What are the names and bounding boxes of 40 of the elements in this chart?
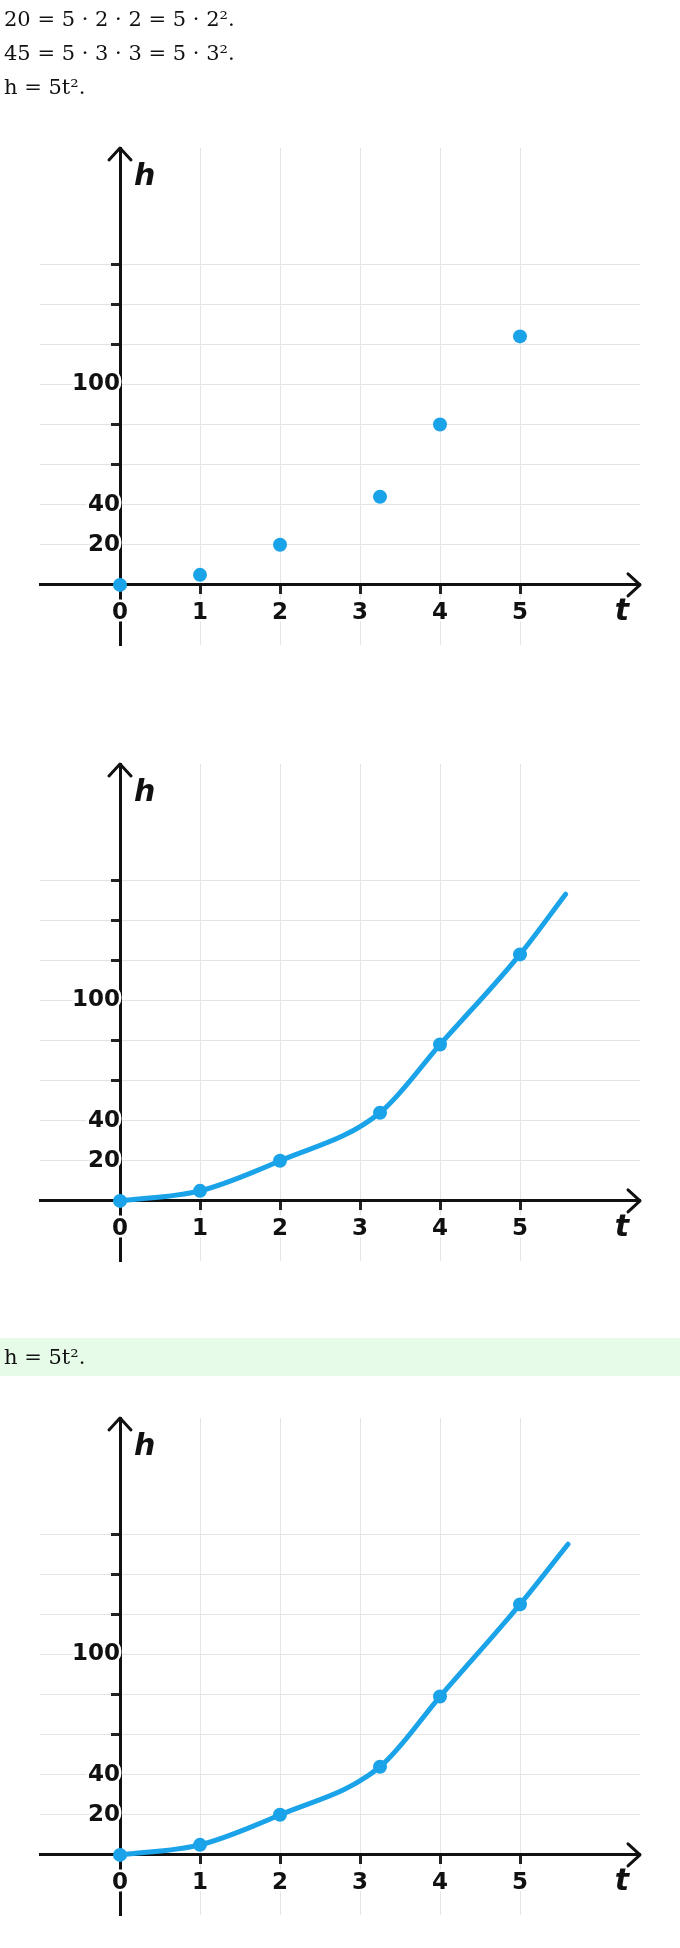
y-tick-label: 40 [87,1759,120,1786]
x-tick-label: 2 [271,597,289,624]
x-tick-label: 5 [511,1213,529,1240]
x-axis-title: t [614,1861,631,1897]
x-axis-title: t [614,1207,631,1243]
text: h = 5t². [4,74,87,101]
point [193,567,207,582]
x-tick-label: 2 [271,1867,289,1894]
text: h = 5t². [4,1344,87,1371]
point [433,417,447,432]
point [113,577,127,592]
x-tick-label: 5 [511,1867,529,1894]
y-tick-label: 20 [87,529,120,556]
x-tick-label: 3 [351,597,369,624]
y-tick-label: 20 [87,1145,120,1172]
point [513,329,527,344]
y-tick-label: 100 [71,369,120,396]
x-axis-title: t [614,591,631,627]
x-tick-label: 4 [431,1867,449,1894]
y-tick-label: 100 [71,1639,120,1666]
y-tick-label: 100 [71,985,120,1012]
x-tick-label: 1 [191,597,209,624]
y-tick-label: 40 [87,489,120,516]
point [273,537,287,552]
y-tick-label: 40 [87,1105,120,1132]
x-tick-label: 2 [271,1213,289,1240]
point [373,489,387,504]
x-tick-label: 3 [351,1867,369,1894]
y-tick-label: 20 [87,1799,120,1826]
x-tick-label: 1 [191,1867,209,1894]
y-axis-title: h [134,772,156,808]
y-axis-title: h [134,1426,156,1462]
x-tick-label: 4 [431,597,449,624]
x-tick-label: 5 [511,597,529,624]
text: 20 = 5 · 2 · 2 = 5 · 2². [4,6,236,33]
x-tick-label: 4 [431,1213,449,1240]
x-tick-label: 1 [191,1213,209,1240]
x-tick-label: 3 [351,1213,369,1240]
text: 45 = 5 · 3 · 3 = 5 · 3². [4,40,236,67]
y-axis-title: h [134,156,156,192]
